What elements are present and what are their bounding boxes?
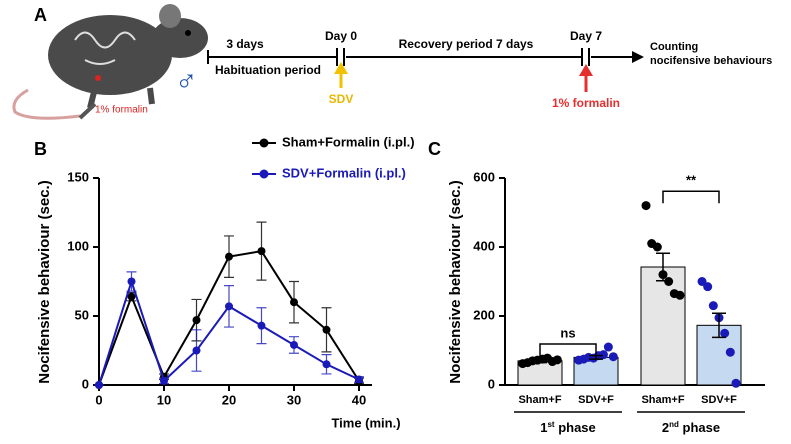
legend-marker <box>259 169 269 179</box>
legend-label: Sham+Formalin (i.pl.) <box>282 134 415 149</box>
sex-symbol: ♂ <box>175 64 198 97</box>
y-tick-label: 50 <box>75 307 89 322</box>
y-tick-label: 0 <box>82 376 89 391</box>
x-tick-label: 30 <box>287 392 301 407</box>
bar <box>640 266 686 386</box>
group-label-part: 1 <box>540 420 547 435</box>
timeline-label: nocifensive behaviours <box>650 55 772 67</box>
legend-label: SDV+Formalin (i.pl.) <box>282 165 406 180</box>
x-tick-label: 40 <box>352 392 366 407</box>
group-label: 2nd phase <box>662 420 720 436</box>
mouse-illustration <box>12 4 208 120</box>
mouse-label: 1% formalin <box>95 105 148 116</box>
group-label-part: 2 <box>662 420 669 435</box>
significance-bracket <box>539 343 597 357</box>
data-point <box>552 355 562 365</box>
y-tick-label: 400 <box>473 238 495 253</box>
data-point <box>608 352 618 362</box>
event-label: SDV <box>329 92 354 106</box>
event-label: 1% formalin <box>552 96 620 110</box>
data-point <box>225 302 233 311</box>
data-point <box>731 378 741 388</box>
panel-label: A <box>34 5 47 25</box>
data-point <box>127 292 136 301</box>
x-tick-label: SDV+F <box>578 394 614 406</box>
timeline-label: Counting <box>650 41 698 53</box>
data-point <box>95 381 103 389</box>
group-label-part: st <box>547 420 554 429</box>
y-axis-title: Nocifensive behaviour (sec.) <box>36 180 53 383</box>
x-tick-label: 0 <box>95 392 102 407</box>
group-label-part: phase <box>679 420 720 435</box>
y-axis-title: Nocifensive behaviour (sec.) <box>447 180 464 383</box>
data-point <box>725 347 735 357</box>
significance-bracket <box>662 190 720 204</box>
legend-marker <box>259 138 269 148</box>
data-point <box>675 290 685 300</box>
group-label: 1st phase <box>540 420 596 436</box>
data-point <box>598 350 608 360</box>
data-point <box>703 282 713 292</box>
y-tick-label: 200 <box>473 307 495 322</box>
data-point <box>720 328 730 338</box>
x-tick-label: 10 <box>157 392 171 407</box>
timeline-label: Habituation period <box>215 63 321 77</box>
group-label-part: nd <box>669 420 679 429</box>
data-point <box>192 316 201 325</box>
x-tick-label: Sham+F <box>641 394 684 406</box>
data-point <box>290 340 298 349</box>
significance-label: ** <box>686 173 697 188</box>
x-tick-label: 20 <box>222 392 236 407</box>
data-point <box>652 242 662 252</box>
data-point <box>708 301 718 311</box>
data-point <box>322 360 331 369</box>
data-point <box>355 375 363 384</box>
data-point <box>127 277 136 286</box>
error-bar <box>712 312 726 339</box>
y-tick-label: 0 <box>488 376 495 391</box>
timeline-label: Day 7 <box>570 29 602 43</box>
error-bar <box>656 252 670 282</box>
error-bar <box>533 358 547 364</box>
data-point <box>603 342 613 352</box>
panel-label: B <box>34 139 47 159</box>
panel-label: C <box>428 139 441 159</box>
y-tick-label: 150 <box>67 169 89 184</box>
data-point <box>641 201 651 211</box>
x-axis-title: Time (min.) <box>331 415 400 430</box>
data-point <box>257 247 266 256</box>
data-point <box>290 298 298 307</box>
y-tick-label: 600 <box>473 169 495 184</box>
timeline-label: Recovery period 7 days <box>399 37 534 51</box>
x-tick-label: Sham+F <box>518 394 561 406</box>
data-point <box>192 346 201 355</box>
group-label-part: phase <box>555 420 596 435</box>
timeline-label: Day 0 <box>325 29 357 43</box>
timeline <box>207 48 644 92</box>
data-point <box>225 252 233 261</box>
data-point <box>322 325 331 334</box>
axis <box>98 178 372 386</box>
data-point <box>257 321 266 330</box>
y-tick-label: 100 <box>67 238 89 253</box>
timeline-label: 3 days <box>226 37 264 51</box>
x-tick-label: SDV+F <box>701 394 737 406</box>
significance-label: ns <box>560 325 575 340</box>
data-point <box>160 376 168 385</box>
